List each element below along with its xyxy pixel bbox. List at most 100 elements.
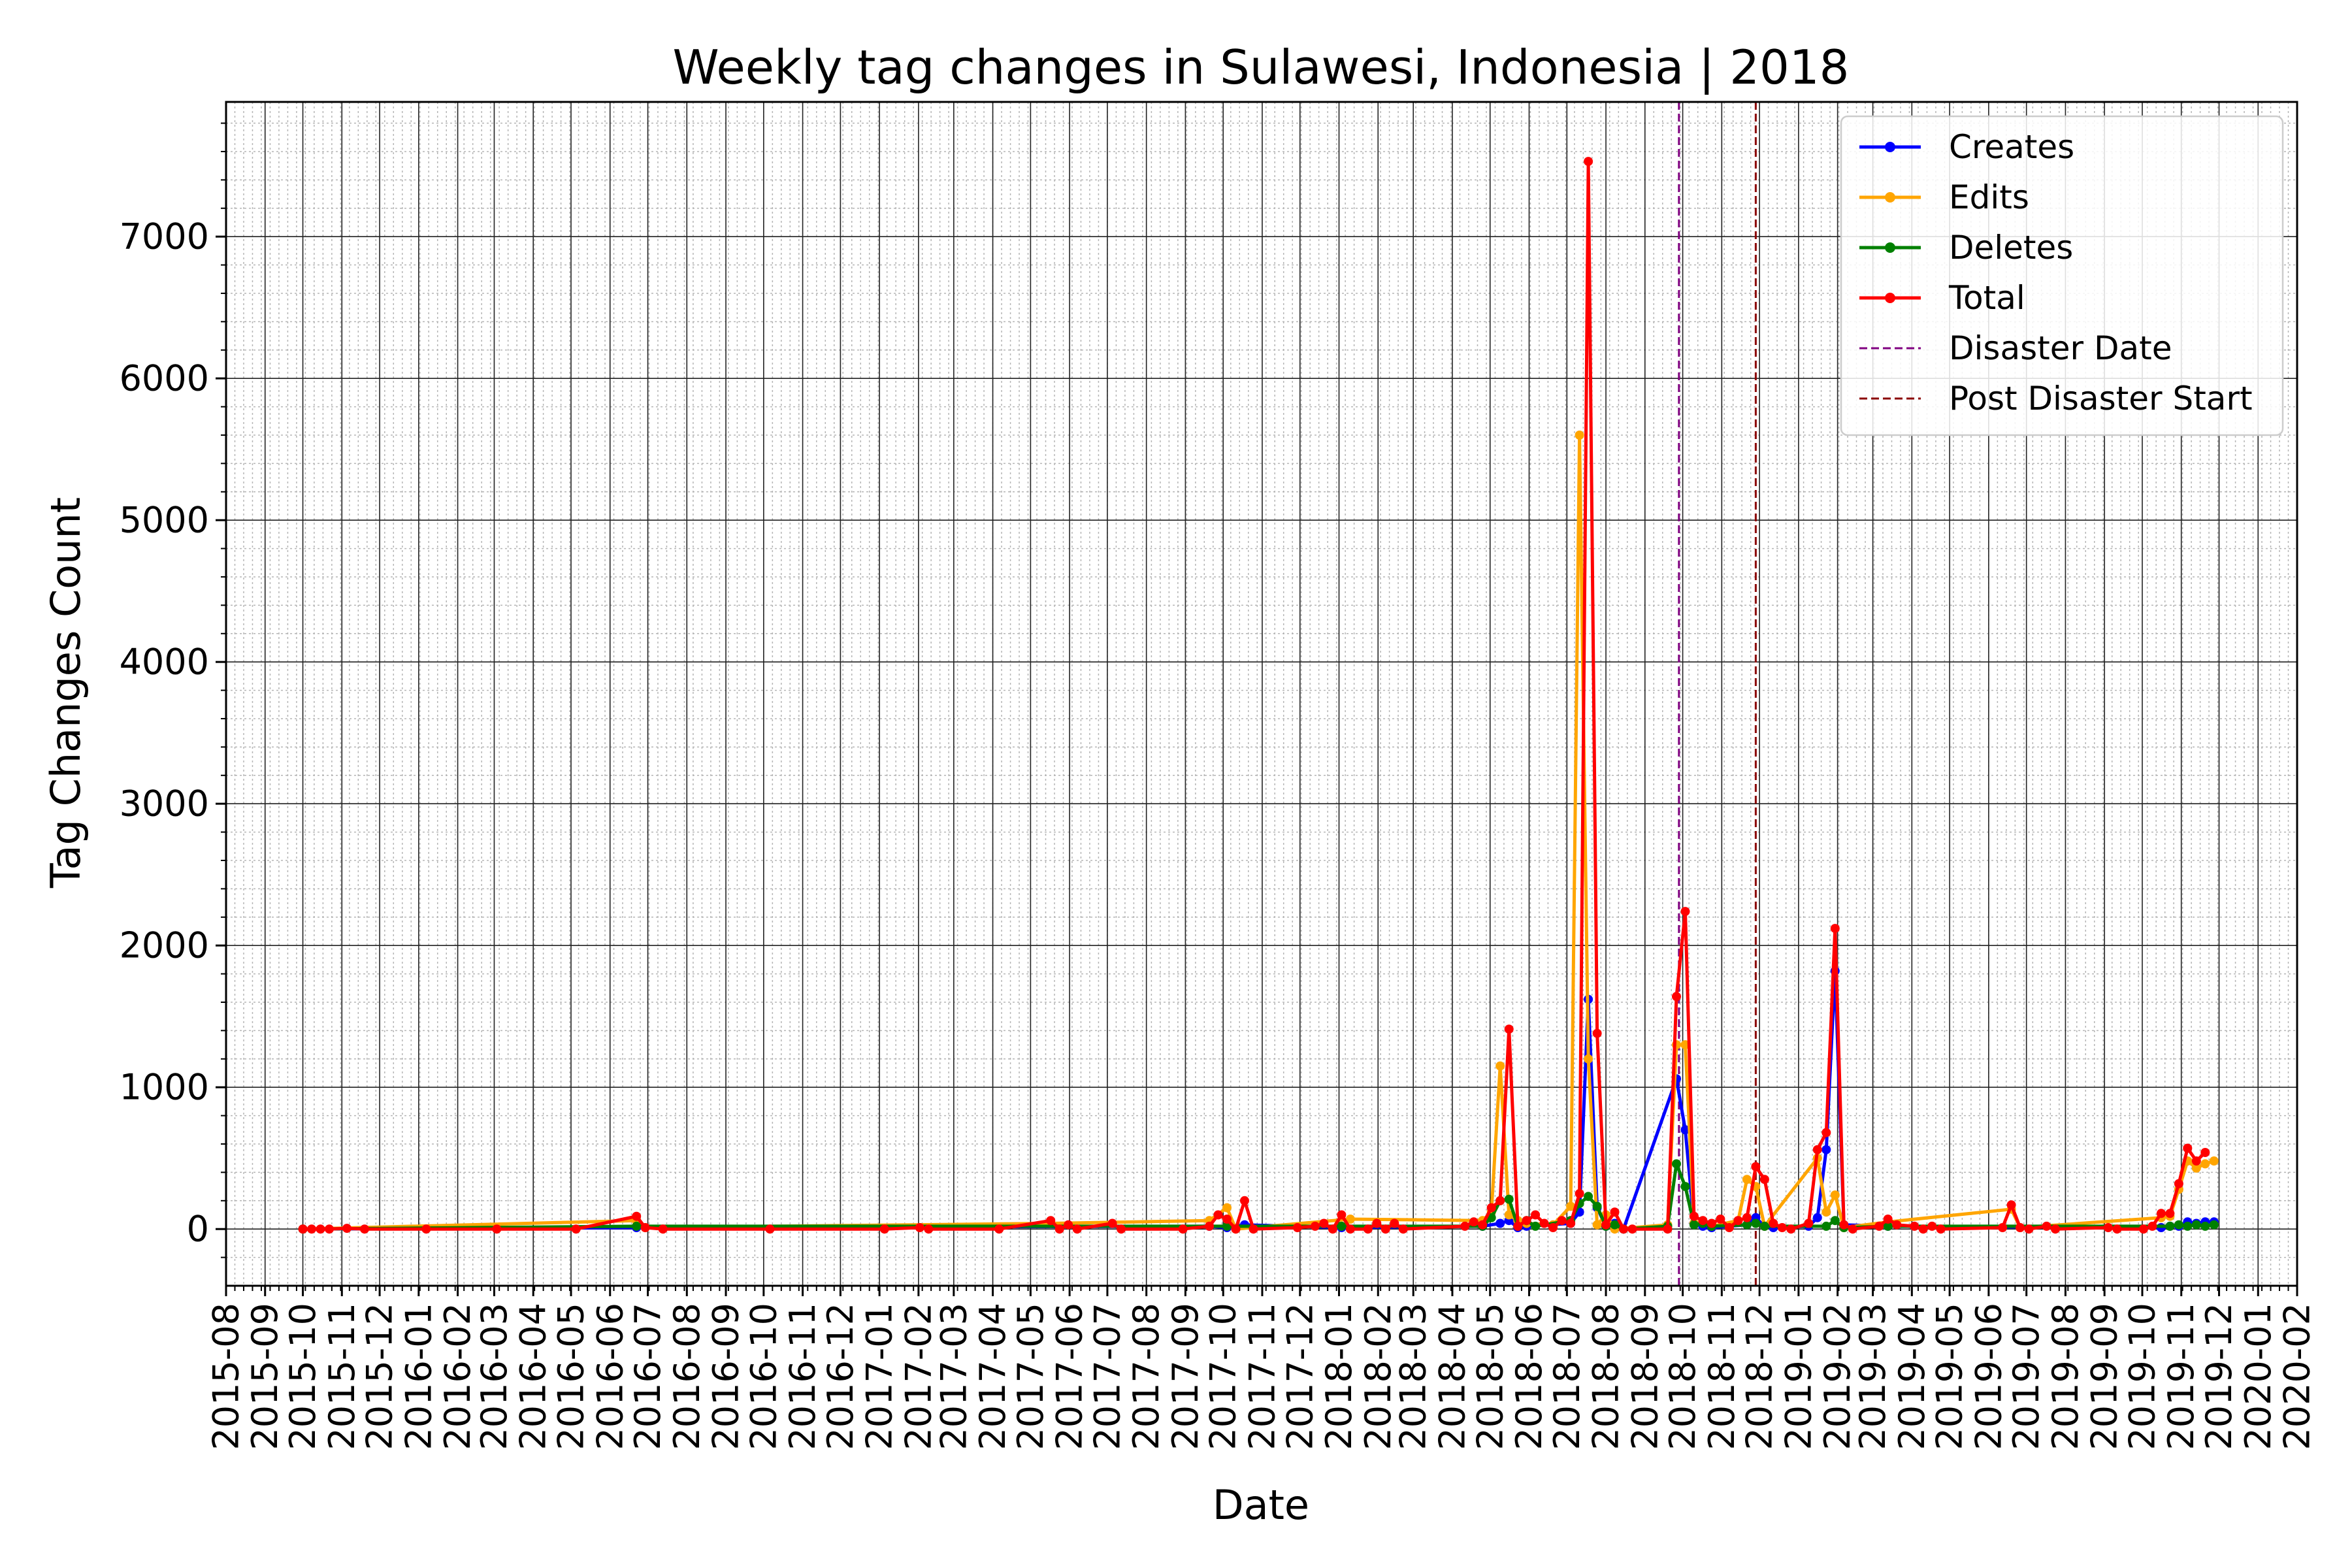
data-point-total: [1804, 1218, 1814, 1228]
data-point-total: [316, 1224, 325, 1234]
data-point-deletes: [1830, 1216, 1840, 1226]
data-point-total: [1064, 1220, 1073, 1230]
data-point-total: [1363, 1224, 1373, 1234]
x-tick-label: 2018-11: [1701, 1303, 1742, 1450]
data-point-deletes: [1504, 1194, 1514, 1204]
data-point-total: [1557, 1216, 1567, 1226]
data-point-edits: [1566, 1201, 1576, 1211]
data-point-total: [1601, 1220, 1610, 1230]
data-point-total: [658, 1224, 668, 1234]
x-tick-label: 2016-05: [551, 1303, 592, 1450]
data-point-total: [307, 1224, 316, 1234]
data-point-total: [1759, 1175, 1769, 1184]
legend-marker: [1885, 142, 1895, 152]
data-point-total: [2165, 1209, 2175, 1218]
data-point-total: [1566, 1218, 1576, 1228]
data-point-total: [298, 1224, 308, 1234]
x-tick-label: 2015-10: [282, 1303, 323, 1450]
data-point-total: [1240, 1196, 1249, 1205]
data-point-total: [1178, 1224, 1188, 1234]
x-tick-label: 2015-12: [359, 1303, 400, 1450]
data-point-total: [994, 1224, 1004, 1234]
major-grid: [225, 102, 2298, 1286]
data-point-edits: [1222, 1203, 1232, 1213]
data-point-deletes: [2165, 1221, 2175, 1231]
data-point-edits: [1821, 1207, 1831, 1217]
x-tick-label: 2017-06: [1049, 1303, 1090, 1450]
data-point-total: [1054, 1224, 1064, 1234]
data-point-total: [1830, 924, 1840, 934]
chart-title: Weekly tag changes in Sulawesi, Indonesi…: [673, 40, 1850, 95]
data-point-total: [1310, 1221, 1320, 1231]
data-point-total: [1627, 1224, 1637, 1234]
data-point-total: [1663, 1224, 1673, 1234]
data-point-deletes: [1584, 1192, 1593, 1201]
x-tick-label: 2019-09: [2084, 1303, 2125, 1450]
data-point-deletes: [1680, 1182, 1690, 1192]
data-point-total: [342, 1224, 351, 1233]
x-tick-label: 2019-12: [2198, 1303, 2240, 1450]
data-point-creates: [1680, 1125, 1690, 1135]
y-tick-label: 3000: [120, 783, 209, 825]
data-point-creates: [1812, 1213, 1822, 1222]
legend-marker: [1885, 192, 1895, 203]
data-point-deletes: [1672, 1159, 1681, 1169]
data-point-deletes: [2200, 1221, 2210, 1231]
data-point-total: [571, 1224, 581, 1234]
data-point-total: [1786, 1224, 1796, 1234]
x-tick-label: 2018-05: [1469, 1303, 1511, 1450]
data-point-edits: [1592, 1220, 1602, 1230]
data-point-total: [1337, 1210, 1347, 1220]
data-point-total: [640, 1223, 650, 1232]
data-point-total: [1892, 1220, 1902, 1230]
data-point-total: [2006, 1200, 2016, 1210]
x-tick-label: 2015-09: [244, 1303, 286, 1450]
legend-box: [1840, 115, 2284, 436]
data-point-total: [1769, 1218, 1778, 1228]
data-point-total: [1469, 1217, 1478, 1227]
data-point-deletes: [2209, 1220, 2219, 1230]
data-point-total: [1531, 1210, 1541, 1220]
data-point-edits: [2191, 1163, 2201, 1173]
x-tick-label: 2019-10: [2121, 1303, 2163, 1450]
data-point-total: [1046, 1216, 1056, 1226]
data-point-total: [1478, 1220, 1488, 1230]
data-point-total: [1548, 1223, 1558, 1232]
x-tick-label: 2019-02: [1817, 1303, 1858, 1450]
data-point-total: [1345, 1224, 1355, 1234]
x-tick-label: 2017-12: [1279, 1303, 1320, 1450]
x-tick-label: 2016-03: [474, 1303, 515, 1450]
y-tick-label: 5000: [120, 500, 209, 541]
x-tick-label: 2015-08: [206, 1303, 247, 1450]
legend-label: Creates: [1949, 128, 2074, 166]
x-tick-label: 2017-01: [859, 1303, 900, 1450]
series-total: [298, 157, 2210, 1234]
data-point-total: [1460, 1221, 1470, 1231]
data-point-total: [1328, 1224, 1337, 1234]
x-tick-label: 2017-05: [1010, 1303, 1051, 1450]
data-point-deletes: [1337, 1221, 1347, 1231]
data-point-total: [1918, 1224, 1928, 1234]
data-point-total: [1117, 1224, 1126, 1234]
data-point-total: [2148, 1221, 2157, 1231]
y-axis: 0 1000 2000 3000 4000 5000 6000 7000: [120, 122, 226, 1258]
x-tick-label: 2017-08: [1126, 1303, 1167, 1450]
data-point-edits: [1830, 1190, 1840, 1200]
x-tick-label: 2015-11: [321, 1303, 363, 1450]
data-point-total: [1812, 1145, 1822, 1154]
data-point-total: [1742, 1213, 1752, 1222]
x-tick-label: 2018-12: [1739, 1303, 1780, 1450]
data-point-total: [1522, 1216, 1531, 1226]
x-tick-label: 2020-02: [2277, 1303, 2318, 1450]
data-point-total: [1680, 907, 1690, 917]
x-tick-label: 2016-09: [706, 1303, 747, 1450]
data-point-total: [1733, 1216, 1743, 1226]
x-tick-label: 2017-09: [1165, 1303, 1206, 1450]
data-point-total: [1249, 1224, 1258, 1234]
x-tick-label: 2016-02: [437, 1303, 478, 1450]
data-point-edits: [1495, 1061, 1505, 1071]
data-point-total: [632, 1211, 642, 1221]
data-point-deletes: [1592, 1201, 1602, 1211]
data-point-total: [1698, 1216, 1708, 1226]
data-point-total: [1107, 1218, 1117, 1228]
